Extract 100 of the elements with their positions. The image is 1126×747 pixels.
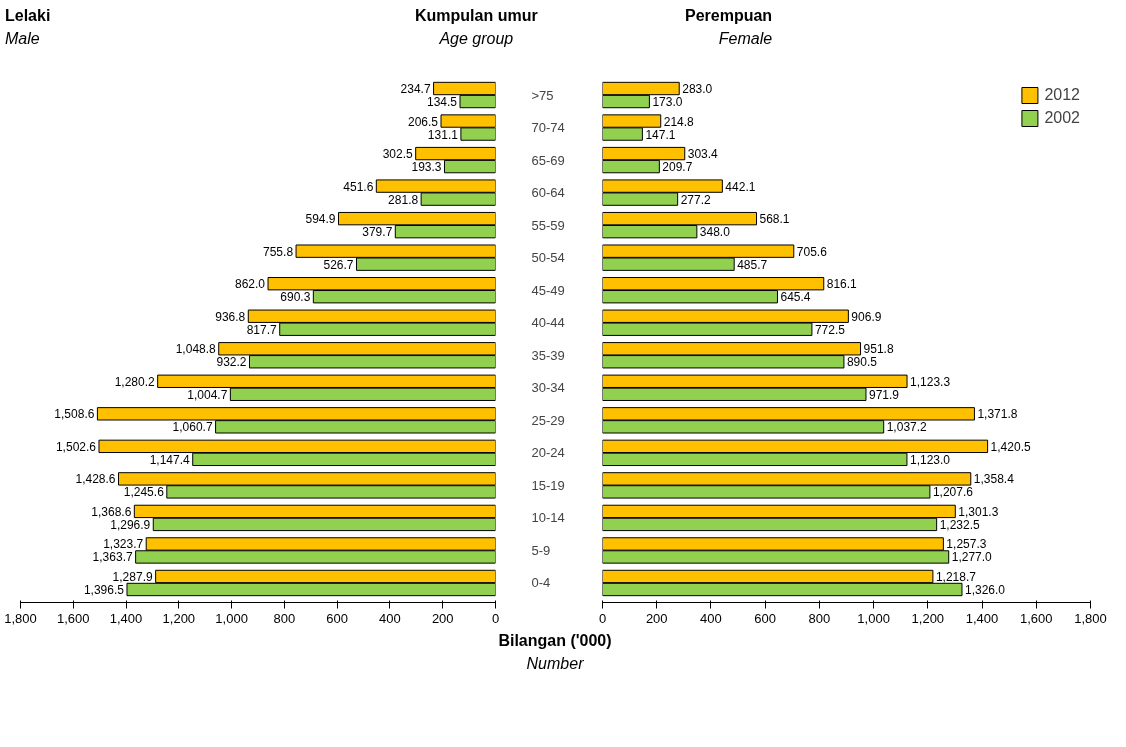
x-tick-label: 1,800 — [1074, 610, 1107, 626]
data-label: 594.9 — [305, 212, 336, 227]
y-tick-label: 25-29 — [531, 412, 565, 428]
data-label: 932.2 — [216, 355, 247, 370]
data-label: 890.5 — [846, 355, 878, 370]
data-label: 485.7 — [737, 257, 768, 272]
y-tick-label: 45-49 — [531, 282, 565, 298]
data-label: 1,147.4 — [149, 452, 191, 467]
data-label: 206.5 — [407, 114, 439, 129]
data-label: 281.8 — [388, 192, 419, 207]
data-label: 526.7 — [323, 257, 354, 272]
y-tick-label: 10-14 — [531, 510, 565, 526]
data-label: 1,420.5 — [990, 439, 1031, 454]
data-label: 755.8 — [263, 244, 294, 259]
data-label: 1,508.6 — [54, 407, 95, 422]
x-tick-label: 200 — [431, 610, 454, 626]
data-label: 147.1 — [645, 127, 676, 142]
x-tick-label: 1,600 — [57, 610, 90, 626]
y-tick-label: 60-64 — [531, 185, 565, 201]
x-tick-label: 1,800 — [4, 610, 37, 626]
y-tick-label: >75 — [531, 87, 554, 103]
chart-title: Lelaki — [5, 6, 51, 26]
legend-label: 2012 — [1044, 86, 1080, 104]
data-label: 277.2 — [680, 192, 712, 207]
data-label: 1,502.6 — [55, 439, 97, 454]
y-tick-label: 15-19 — [531, 477, 565, 493]
data-label: 1,287.9 — [112, 569, 153, 584]
data-label: 1,245.6 — [123, 485, 165, 500]
x-tick-label: 1,000 — [857, 610, 890, 626]
data-label: 1,323.7 — [103, 537, 144, 552]
x-axis-title: Bilangan ('000) Number — [497, 631, 613, 674]
data-label: 1,207.6 — [932, 485, 974, 500]
data-label: 193.3 — [411, 160, 442, 175]
x-tick-label: 1,200 — [911, 610, 945, 626]
data-label: 1,368.6 — [91, 504, 132, 519]
data-label: 1,277.0 — [951, 550, 993, 565]
y-tick-label: 70-74 — [531, 120, 565, 136]
data-label: 134.5 — [426, 95, 458, 110]
data-label: 131.1 — [427, 127, 459, 142]
data-label: 862.0 — [235, 277, 266, 292]
data-label: 1,371.8 — [977, 407, 1018, 422]
y-tick-label: 35-39 — [531, 347, 565, 363]
data-label: 1,358.4 — [973, 472, 1015, 487]
data-label: 379.7 — [362, 225, 393, 240]
y-tick-label: 55-59 — [531, 217, 565, 233]
data-label: 451.6 — [343, 179, 374, 194]
data-label: 234.7 — [400, 82, 431, 97]
x-tick-label: 800 — [808, 610, 831, 626]
data-label: 645.4 — [780, 290, 811, 305]
data-label: 1,123.0 — [909, 452, 951, 467]
data-label: 1,232.5 — [939, 517, 981, 532]
data-label: 1,428.6 — [75, 472, 116, 487]
data-label: 1,060.7 — [172, 420, 213, 435]
chart-title: Perempuan — [685, 6, 773, 26]
y-tick-label: 0-4 — [531, 575, 551, 591]
y-tick-label: 20-24 — [531, 445, 565, 461]
data-label: 906.9 — [851, 309, 882, 324]
data-label: 1,363.7 — [92, 550, 133, 565]
data-label: 1,396.5 — [83, 582, 125, 597]
data-label: 1,218.7 — [935, 569, 977, 584]
data-label: 1,037.2 — [886, 420, 928, 435]
data-label: 1,257.3 — [946, 537, 987, 552]
x-tick-label: 200 — [645, 610, 668, 626]
x-tick-label: 600 — [754, 610, 777, 626]
data-label: 705.6 — [796, 244, 828, 259]
data-label: 816.1 — [826, 277, 858, 292]
data-label: 772.5 — [814, 322, 846, 337]
chart-subtitle: Male — [5, 28, 41, 49]
data-label: 1,326.0 — [964, 582, 1006, 597]
data-label: 442.1 — [725, 179, 756, 194]
data-label: 1,301.3 — [958, 504, 999, 519]
data-label: 690.3 — [280, 290, 311, 305]
data-label: 936.8 — [215, 309, 246, 324]
data-label: 209.7 — [662, 160, 693, 175]
x-tick-label: 1,400 — [109, 610, 143, 626]
data-label: 283.0 — [682, 82, 713, 97]
legend-label: 2002 — [1044, 109, 1080, 127]
data-label: 568.1 — [759, 212, 790, 227]
y-axis-title: Kumpulan umur Age group — [415, 6, 538, 49]
x-tick-label: 1,600 — [1020, 610, 1053, 626]
x-tick-label: 1,200 — [162, 610, 196, 626]
data-label: 302.5 — [382, 147, 413, 162]
x-tick-label: 400 — [379, 610, 401, 626]
x-tick-label: 0 — [598, 610, 607, 626]
data-label: 1,004.7 — [187, 387, 228, 402]
data-label: 1,048.8 — [175, 342, 217, 357]
data-label: 348.0 — [699, 225, 731, 240]
data-label: 214.8 — [663, 114, 695, 129]
chart-subtitle: Female — [717, 28, 773, 49]
data-label: 971.9 — [868, 387, 900, 402]
x-tick-label: 1,000 — [215, 610, 248, 626]
y-tick-label: 5-9 — [531, 542, 551, 558]
data-label: 817.7 — [246, 322, 278, 337]
x-tick-label: 0 — [491, 610, 500, 626]
data-label: 303.4 — [687, 147, 719, 162]
x-tick-label: 400 — [700, 610, 722, 626]
x-tick-label: 600 — [326, 610, 349, 626]
x-tick-label: 1,400 — [965, 610, 999, 626]
y-tick-label: 50-54 — [531, 250, 565, 266]
y-tick-label: 40-44 — [531, 315, 565, 331]
